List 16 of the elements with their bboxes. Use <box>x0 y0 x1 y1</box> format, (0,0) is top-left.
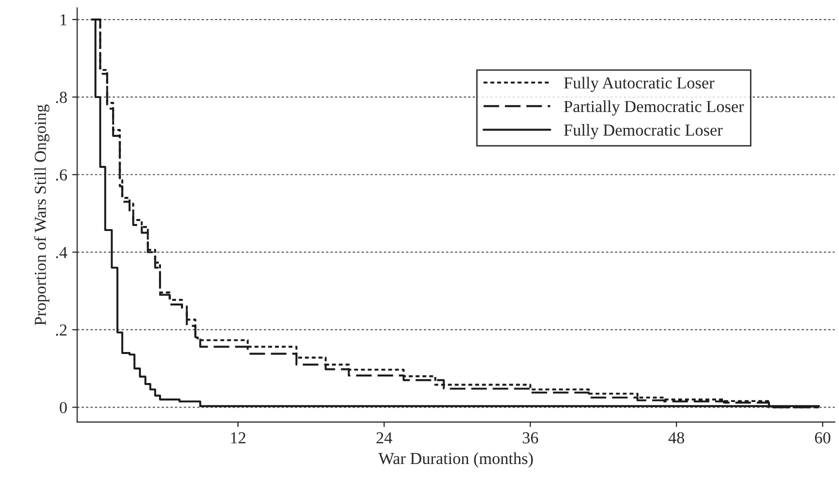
y-tick-label: .6 <box>56 169 67 181</box>
legend-label: Partially Democratic Loser <box>564 100 744 116</box>
x-tick-label: 36 <box>522 432 538 444</box>
x-tick-label: 48 <box>668 432 684 444</box>
x-tick-label: 12 <box>231 432 246 444</box>
y-tick-label: 1 <box>60 14 66 26</box>
y-tick-label: .4 <box>56 246 68 258</box>
y-axis-title: Proportion of Wars Still Ongoing <box>34 104 50 326</box>
x-tick-label: 60 <box>815 432 830 444</box>
y-tick-label: .2 <box>56 324 67 336</box>
legend-label: Fully Autocratic Loser <box>564 76 714 92</box>
y-tick-label: 0 <box>60 402 67 414</box>
legend-label: Fully Democratic Loser <box>564 124 723 140</box>
x-tick-label: 24 <box>376 432 392 444</box>
y-tick-label: .8 <box>56 92 67 104</box>
x-axis-title: War Duration (months) <box>378 452 533 468</box>
